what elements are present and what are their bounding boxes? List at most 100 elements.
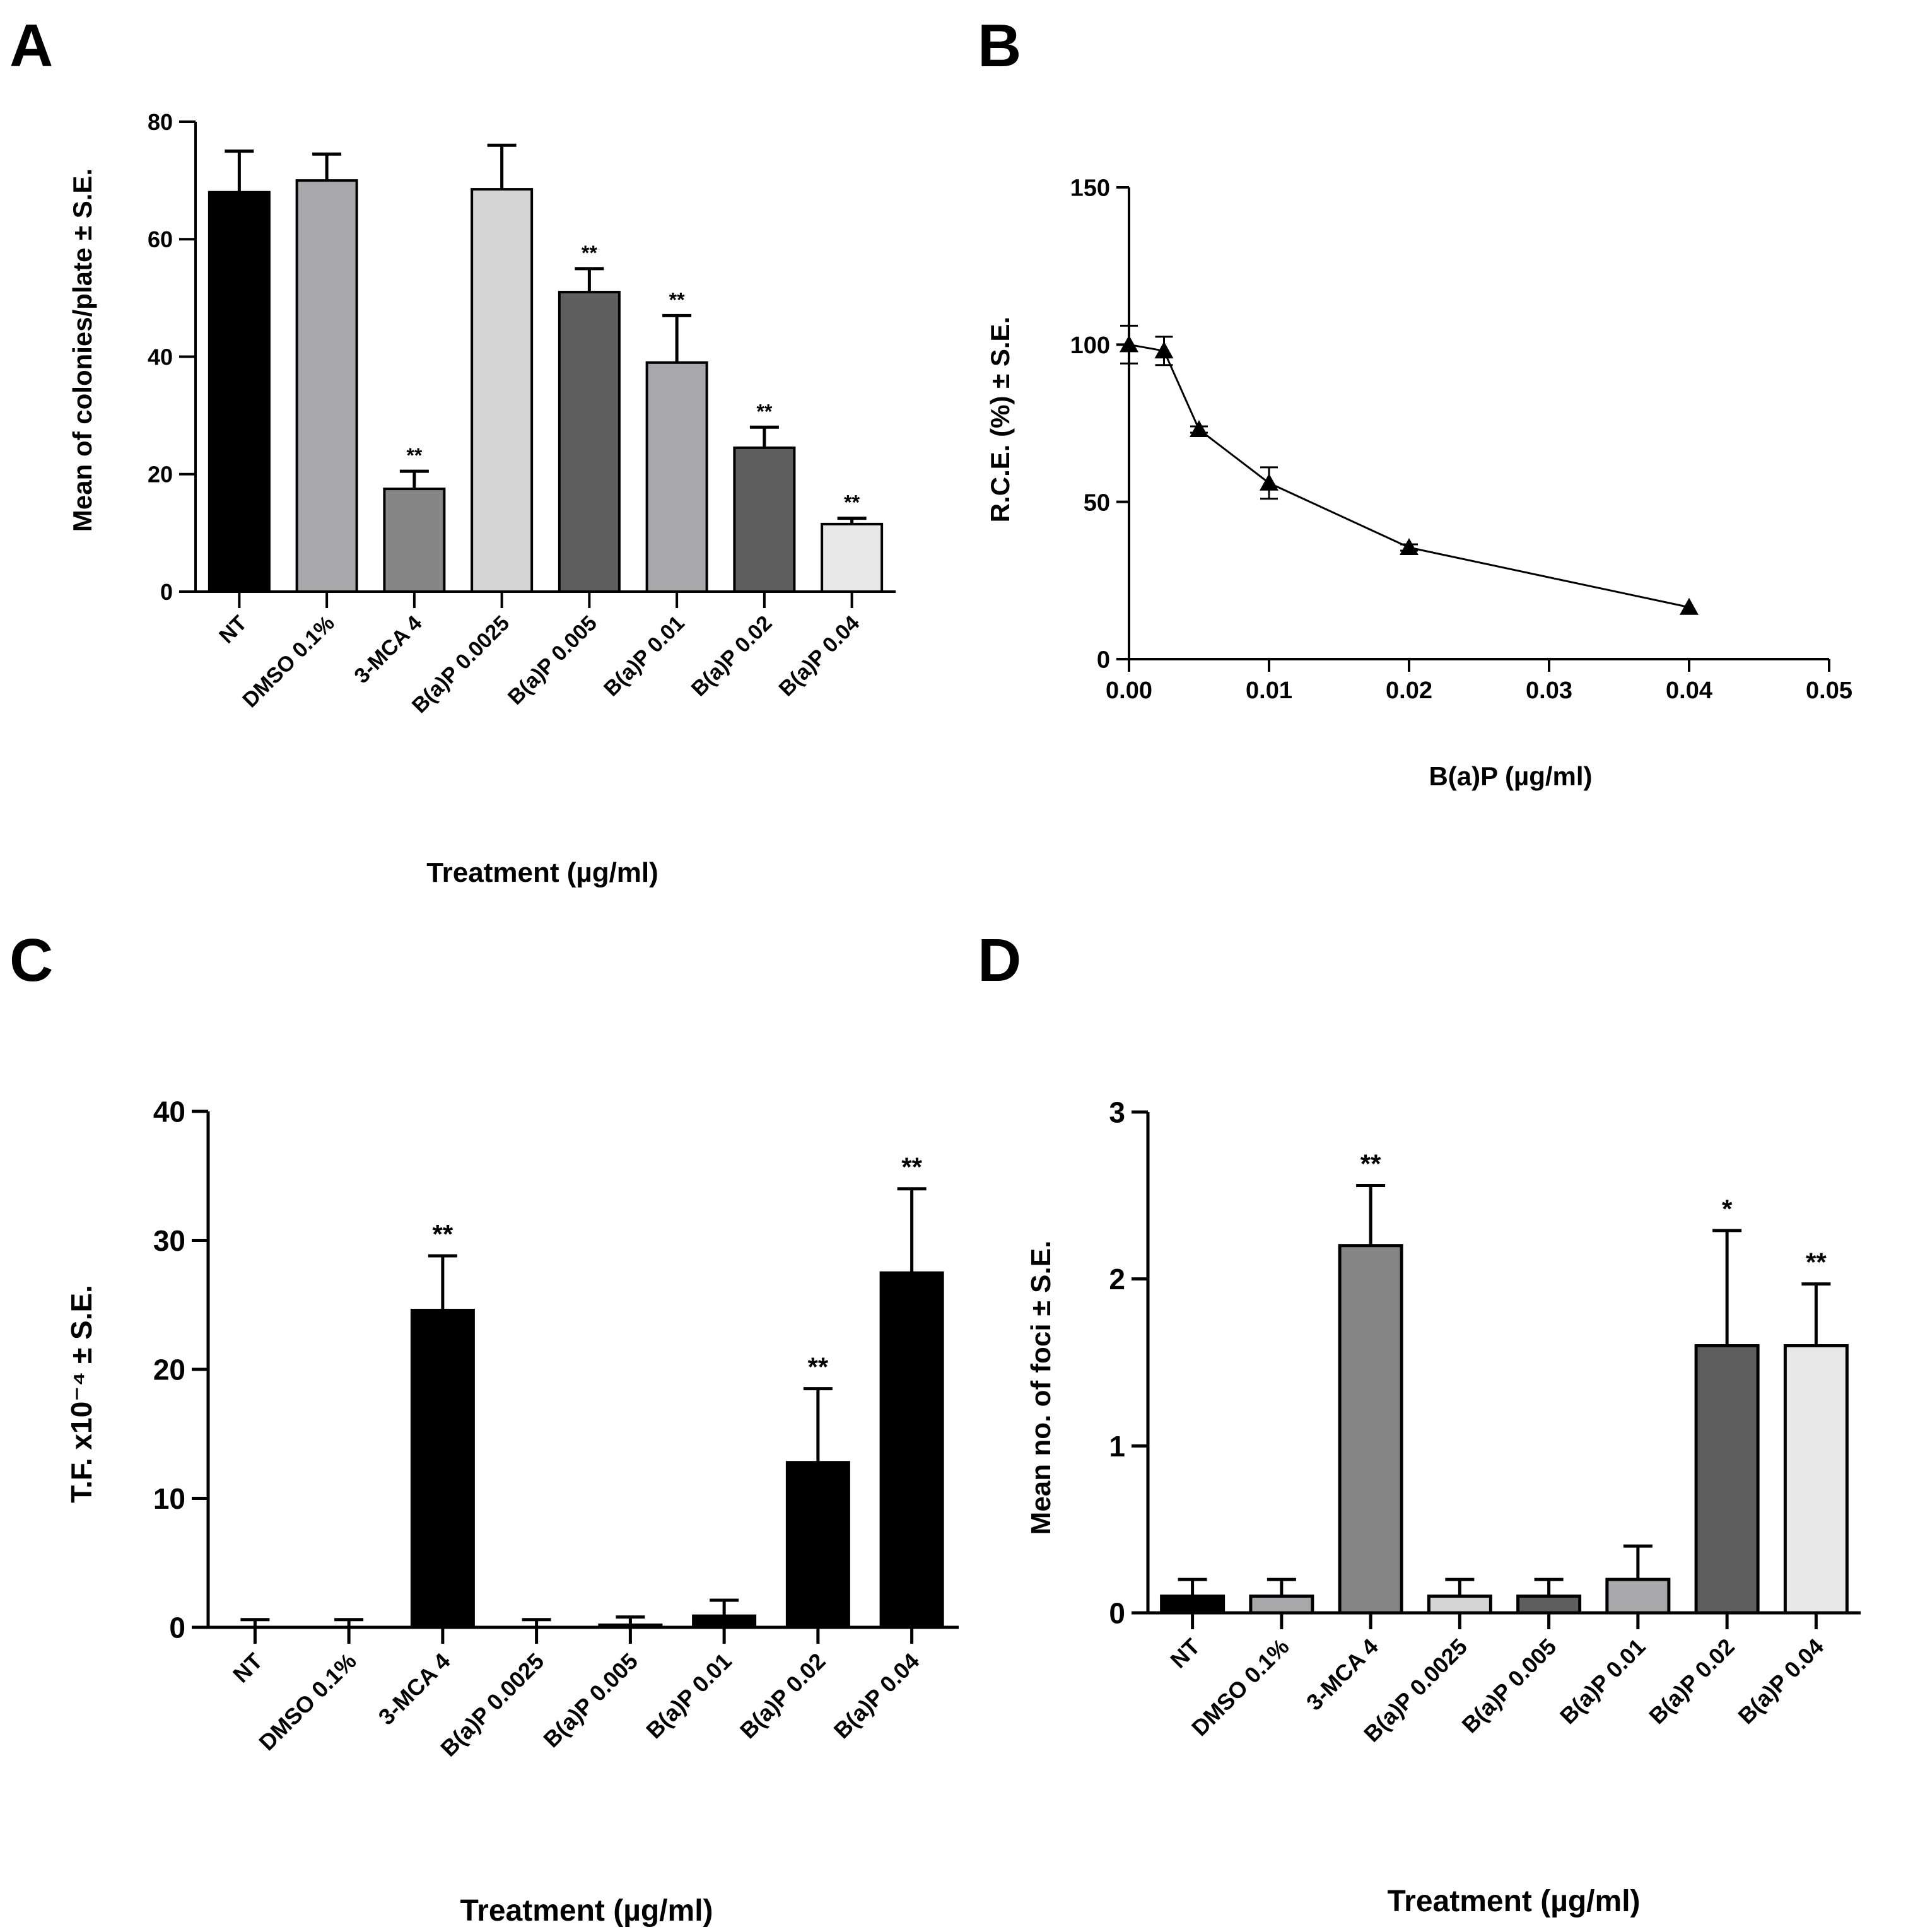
panel-b-y-tick-label: 100: [1070, 332, 1110, 359]
panel-d-bar: [1249, 1595, 1314, 1615]
panel-b-data-point: [1154, 341, 1174, 359]
panel-c-bar: [598, 1623, 663, 1629]
panel-d-y-tick-label: 2: [1109, 1263, 1125, 1296]
panel-d-y-tick-label: 1: [1109, 1430, 1125, 1463]
panel-b-x-tick-label: 0.00: [1106, 677, 1152, 704]
panel-b-line-chart: R.C.E. (%) ± S.E. B(a)P (µg/ml) 0 50 100 15…: [985, 175, 1852, 791]
panel-d-bar: [1427, 1595, 1492, 1615]
panel-a-significance-label: **: [582, 242, 597, 264]
panel-d-bar: [1160, 1595, 1226, 1615]
panel-a-category-label: B(a)P 0.005: [503, 611, 602, 710]
panel-c-y-tick-label: 0: [169, 1612, 185, 1644]
panel-a-significance-label: **: [844, 491, 860, 514]
panel-a-bar: [295, 179, 358, 593]
panel-b-y-tick-label: 50: [1084, 489, 1110, 516]
panel-c-x-axis-label: Treatment (µg/ml): [460, 1894, 713, 1928]
panel-c-category-label: NT: [228, 1648, 267, 1688]
panel-a-y-tick-label: 20: [148, 462, 173, 488]
panel-d-significance-label: **: [1806, 1248, 1827, 1277]
panel-b-x-tick-label: 0.03: [1526, 677, 1572, 704]
panel-d-category-label: B(a)P 0.01: [1555, 1634, 1651, 1730]
panel-a-bar: [558, 291, 621, 593]
panel-d-category-label: B(a)P 0.005: [1456, 1634, 1561, 1738]
panel-d-significance-label: *: [1722, 1194, 1733, 1224]
panel-a-bar: [471, 188, 534, 593]
panel-b-x-tick-label: 0.05: [1806, 677, 1852, 704]
panel-d-category-label: B(a)P 0.02: [1644, 1634, 1740, 1730]
panel-d-category-label: 3-MCA 4: [1301, 1634, 1383, 1716]
panel-a-significance-label: **: [756, 400, 772, 423]
panel-a-y-tick-label: 40: [148, 344, 173, 370]
panel-b-x-axis-label: B(a)P (µg/ml): [1429, 761, 1592, 791]
panel-d-category-label: B(a)P 0.04: [1733, 1634, 1828, 1730]
panel-a-bar: [383, 488, 446, 593]
panel-b-data-point: [1400, 537, 1419, 555]
panel-c-y-tick-label: 20: [153, 1354, 185, 1386]
panel-label-c: C: [9, 927, 53, 994]
panel-b-series-line: [1128, 343, 1690, 609]
panel-c-bar-chart: T.F. x10⁻⁴ ± S.E. Treatment (µg/ml) 0 10 2…: [65, 1096, 959, 1928]
panel-d-significance-label: **: [1360, 1149, 1381, 1178]
panel-c-significance-label: **: [901, 1152, 922, 1182]
panel-a-bar-chart: Mean of colonies/plate ± S.E. Treatment …: [67, 109, 896, 888]
panel-a-y-tick-label: 60: [148, 226, 173, 252]
panel-c-category-label: DMSO 0.1%: [254, 1648, 361, 1755]
panel-d-bar: [1694, 1344, 1760, 1615]
panel-c-bar: [692, 1614, 757, 1629]
panel-a-category-label: B(a)P 0.01: [599, 611, 689, 701]
panel-c-significance-label: **: [433, 1219, 453, 1249]
panel-d-y-tick-label: 3: [1109, 1096, 1125, 1129]
panel-d-x-axis-label: Treatment (µg/ml): [1387, 1885, 1640, 1918]
panel-c-significance-label: **: [808, 1352, 829, 1382]
panel-a-y-tick-label: 0: [160, 579, 173, 605]
panel-a-x-axis-label: Treatment (µg/ml): [426, 857, 658, 888]
panel-c-category-label: 3-MCA 4: [373, 1648, 455, 1730]
panel-a-category-label: B(a)P 0.02: [687, 611, 777, 701]
panel-c-y-tick-label: 40: [153, 1096, 185, 1128]
panel-d-category-label: NT: [1165, 1634, 1205, 1673]
panel-a-bar: [645, 361, 708, 593]
panel-c-y-axis-label: T.F. x10⁻⁴ ± S.E.: [65, 1285, 98, 1503]
panel-b-y-tick-label: 150: [1070, 175, 1110, 202]
panel-b-data-point: [1680, 597, 1699, 615]
panel-a-significance-label: **: [669, 288, 685, 311]
panel-b-y-axis-label: R.C.E. (%) ± S.E.: [985, 317, 1015, 522]
panel-a-category-label: 3-MCA 4: [349, 611, 426, 688]
panel-b-x-tick-label: 0.02: [1386, 677, 1432, 704]
panel-b-x-tick-label: 0.01: [1246, 677, 1292, 704]
panel-c-bar: [879, 1271, 944, 1629]
panel-b-x-tick-label: 0.04: [1666, 677, 1712, 704]
panel-label-b: B: [978, 12, 1021, 79]
panel-c-y-tick-label: 10: [153, 1482, 185, 1515]
panel-b-data-point: [1120, 335, 1138, 353]
panel-d-bar: [1516, 1595, 1582, 1615]
panel-d-y-axis-label: Mean no. of foci ± S.E.: [1026, 1241, 1056, 1535]
panel-a-category-label: DMSO 0.1%: [238, 611, 339, 712]
panel-d-y-tick-label: 0: [1109, 1597, 1125, 1630]
panel-a-y-tick-label: 80: [148, 109, 173, 135]
panel-a-category-label: NT: [214, 611, 252, 648]
panel-a-bar: [208, 190, 271, 593]
panel-b-data-point: [1260, 473, 1278, 491]
panel-d-bar: [1783, 1344, 1849, 1615]
panel-b-y-tick-label: 0: [1097, 647, 1110, 674]
panel-c-category-label: B(a)P 0.005: [538, 1648, 643, 1753]
panel-a-significance-label: **: [406, 444, 422, 467]
panel-d-bar-chart: Mean no. of foci ± S.E. Treatment (µg/ml…: [1026, 1096, 1861, 1918]
panel-d-bar: [1605, 1578, 1671, 1615]
panel-c-y-tick-label: 30: [153, 1224, 185, 1257]
panel-c-category-label: B(a)P 0.02: [735, 1648, 831, 1744]
panel-a-y-axis-label: Mean of colonies/plate ± S.E.: [67, 168, 97, 532]
panel-a-bar: [821, 522, 884, 593]
panel-b-data-point: [1190, 419, 1208, 437]
panel-a-bar: [733, 446, 796, 593]
panel-label-a: A: [9, 12, 53, 79]
panel-c-category-label: B(a)P 0.01: [641, 1648, 737, 1744]
panel-c-bar: [410, 1308, 475, 1629]
panel-c-bar: [785, 1461, 850, 1629]
panel-label-d: D: [978, 927, 1021, 994]
panel-d-bar: [1338, 1244, 1403, 1615]
panel-c-category-label: B(a)P 0.04: [829, 1648, 925, 1744]
panel-a-category-label: B(a)P 0.04: [775, 611, 865, 701]
